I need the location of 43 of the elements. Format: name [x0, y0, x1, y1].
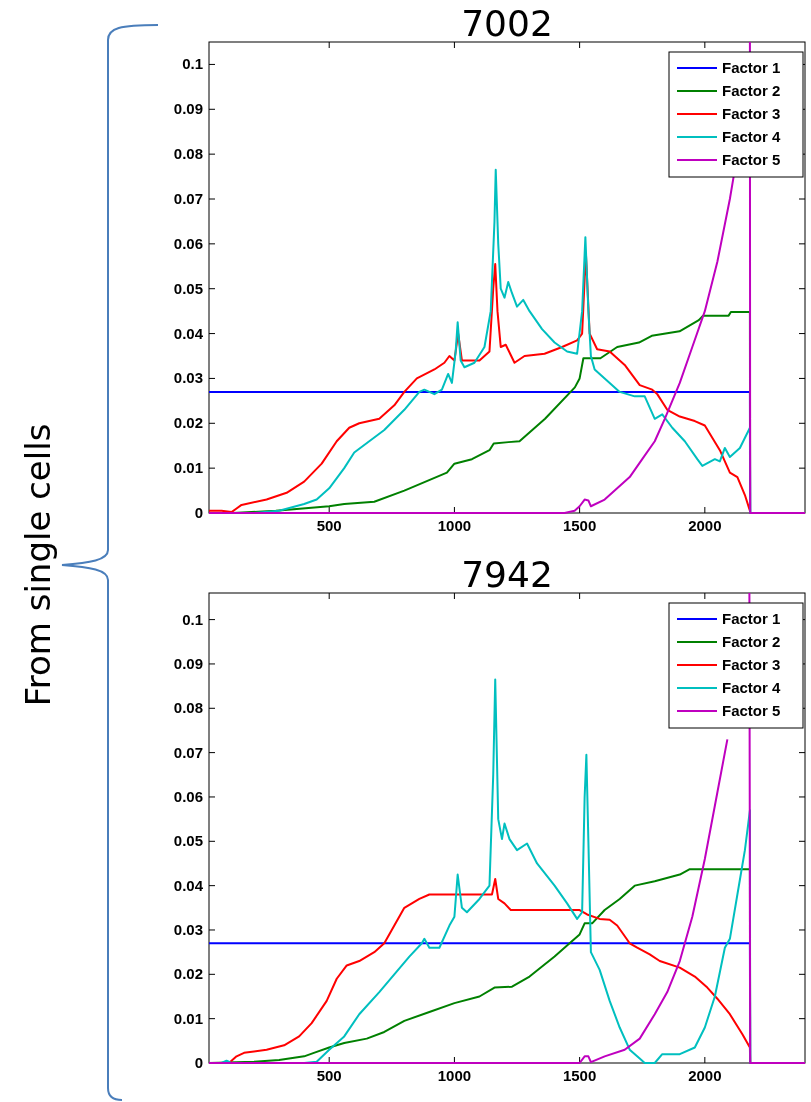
- x-tick-label: 1500: [562, 517, 597, 534]
- y-tick-label: 0.09: [173, 654, 203, 672]
- y-tick-label: 0.04: [173, 876, 204, 894]
- y-tick-label: 0.03: [173, 920, 203, 938]
- y-tick-label: 0: [194, 504, 203, 521]
- y-tick-label: 0: [194, 1054, 203, 1071]
- x-tick-label: 2000: [688, 1067, 722, 1084]
- x-tick-label: 2000: [688, 517, 722, 534]
- y-tick-label: 0.01: [173, 1009, 203, 1027]
- y-tick-label: 0.02: [173, 414, 203, 432]
- legend-label: Factor 1: [722, 610, 781, 627]
- x-tick-label: 1500: [562, 1067, 597, 1084]
- legend-label: Factor 2: [722, 633, 781, 650]
- y-tick-label: 0.06: [173, 787, 203, 805]
- y-tick-label: 0.1: [182, 55, 203, 73]
- y-tick-label: 0.07: [173, 743, 203, 761]
- legend-label: Factor 3: [722, 105, 781, 122]
- y-tick-label: 0.06: [173, 234, 203, 252]
- legend-label: Factor 4: [722, 128, 782, 145]
- y-tick-label: 0.03: [173, 369, 203, 387]
- y-tick-label: 0.05: [173, 832, 203, 850]
- y-tick-label: 0.04: [173, 324, 204, 342]
- x-tick-label: 500: [316, 517, 342, 534]
- y-tick-label: 0.08: [173, 699, 203, 717]
- x-tick-label: 500: [316, 1067, 342, 1084]
- legend-label: Factor 1: [722, 59, 781, 76]
- legend-label: Factor 5: [722, 151, 781, 168]
- y-tick-label: 0.08: [173, 145, 203, 163]
- chart-title: 7002: [461, 3, 553, 44]
- y-tick-label: 0.01: [173, 459, 203, 477]
- y-tick-label: 0.1: [182, 610, 203, 628]
- chart-title: 7942: [461, 554, 553, 595]
- legend-label: Factor 3: [722, 656, 781, 673]
- text: From single cells: [18, 423, 58, 707]
- x-tick-label: 1000: [437, 1067, 472, 1084]
- y-tick-label: 0.05: [173, 279, 203, 297]
- legend-label: Factor 5: [722, 702, 781, 719]
- y-tick-label: 0.09: [173, 100, 203, 118]
- x-tick-label: 1000: [437, 517, 472, 534]
- y-tick-label: 0.02: [173, 965, 203, 983]
- legend-label: Factor 2: [722, 82, 781, 99]
- y-tick-label: 0.07: [173, 190, 203, 207]
- legend-label: Factor 4: [722, 679, 782, 696]
